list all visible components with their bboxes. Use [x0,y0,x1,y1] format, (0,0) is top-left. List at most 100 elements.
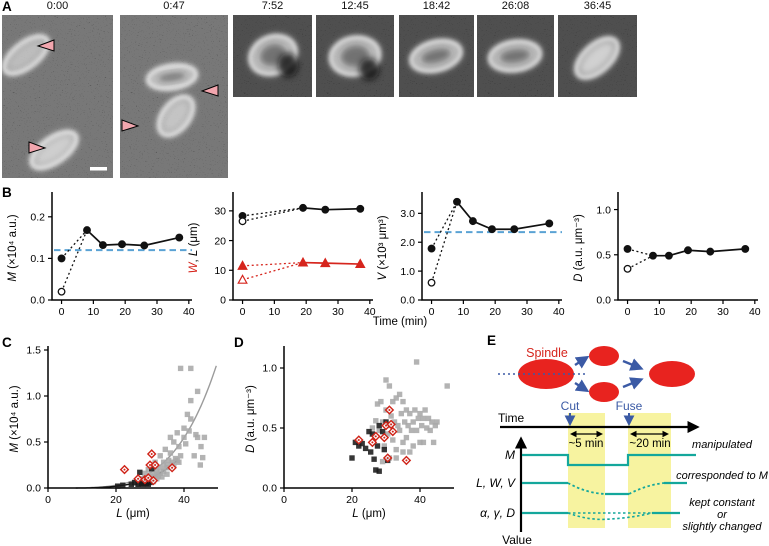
square-marker [407,410,413,417]
x-axis-label: L (μm) [116,508,150,520]
open-triangle-marker [237,274,248,284]
x-tick-label: 40 [553,306,565,318]
diamond-center-dot [383,436,386,439]
circle-marker [545,219,554,228]
diamond-center-dot [386,457,389,459]
diamond-center-dot [137,477,140,480]
circle-marker [175,233,184,242]
square-marker [188,416,194,422]
square-marker [188,397,194,404]
y-tick-label: 1.0 [26,391,41,403]
diamond-center-dot [171,466,174,469]
square-marker [390,398,396,405]
row-label-agd: α, γ, D [480,506,515,520]
diamond-center-dot [390,423,393,426]
square-marker [200,454,206,461]
square-marker [115,483,121,489]
circle-marker [741,244,750,253]
time-plot-b3: 0 10 20 30 40 0.0 1.0 2.0 3.0 V (×10³ μm³) [377,192,565,318]
square-marker [393,446,399,453]
x-tick-label: 0 [240,306,246,318]
micrograph-frame [2,15,113,178]
square-marker [429,419,435,425]
value-axis-label: Value [502,533,532,546]
micrograph-frame [316,15,394,97]
x-tick-label: 30 [332,306,344,318]
open-circle-marker [623,264,632,273]
square-marker [413,427,420,434]
square-marker [135,481,141,488]
square-marker [198,443,204,450]
diamond-center-dot [152,479,155,482]
square-marker [393,395,399,401]
square-marker [376,468,382,474]
x-tick-label: 10 [458,306,470,318]
square-marker [422,407,428,413]
square-marker [171,439,177,445]
x-tick-label: 10 [88,306,100,318]
square-marker [417,410,423,417]
circle-marker [706,247,715,256]
circle-marker [118,240,126,249]
diamond-center-dot [388,409,391,411]
square-marker [383,377,389,383]
square-marker [193,431,199,438]
trace-lwv-dotted [567,482,606,495]
diamond-center-dot [374,435,377,438]
scatter-m-vs-l: 0 20 40 0.0 0.5 1.0 1.5 M (×10⁴ a.u.) L (μm) [9,345,218,520]
x-tick-label: 0 [45,494,51,506]
y-axis-label: W, L (μm) [188,222,200,273]
y-tick-label: 0 [220,295,226,307]
triangle-marker [354,258,366,269]
fuse-label: Fuse [616,399,643,413]
circle-marker [649,251,657,260]
micrograph-frame [558,15,637,97]
interval-short-label: ~5 min [569,438,604,450]
square-marker [395,422,401,429]
square-marker [128,481,134,488]
arrowhead-icon [200,84,219,97]
arrowhead-icon [28,141,47,154]
x-tick-label: 20 [489,306,501,318]
square-marker [201,434,208,441]
square-marker [186,428,192,434]
x-tick-label: 40 [364,306,376,318]
x-tick-label: 0 [429,306,435,318]
panel-b-timecourse: 0 10 20 30 40 0.0 0.1 0.2 M (×10⁴ a.u.) 0 10 20 30 40… [0,186,769,332]
y-tick-label: 0.0 [262,483,277,495]
circle-marker [623,244,632,253]
square-marker [194,388,201,395]
square-marker [167,434,174,441]
square-marker [167,450,174,456]
open-circle-marker [238,217,247,226]
square-marker [142,470,148,476]
square-marker [194,434,201,441]
square-marker [379,458,386,465]
square-marker [415,415,421,422]
circle-marker [98,241,107,250]
y-tick-label: 1.0 [262,363,277,375]
axes [617,192,758,301]
open-circle-marker [427,278,436,287]
spindle-ellipse-fragment-bottom [589,382,619,402]
x-tick-label: 20 [346,494,358,506]
y-tick-label: 0.0 [596,295,611,307]
square-marker [352,439,359,446]
square-marker [379,419,386,425]
data-line [456,201,550,231]
square-marker [374,401,381,407]
y-tick-label: 0.2 [30,212,45,224]
dotted-connector [242,261,304,267]
spindle-fluorescence [29,130,79,170]
x-tick-label: 40 [749,306,761,318]
time-plot-b1: 0 10 20 30 40 0.0 0.1 0.2 M (×10⁴ a.u.) [7,192,195,318]
transition-arrow [574,379,590,393]
diamond-center-dot [154,464,157,466]
square-marker [376,427,382,434]
circle-marker [83,226,91,235]
square-marker [183,441,189,447]
x-tick-label: 0 [59,306,65,318]
data-line [302,207,361,211]
dotted-connector [60,229,88,292]
square-marker [359,440,365,447]
